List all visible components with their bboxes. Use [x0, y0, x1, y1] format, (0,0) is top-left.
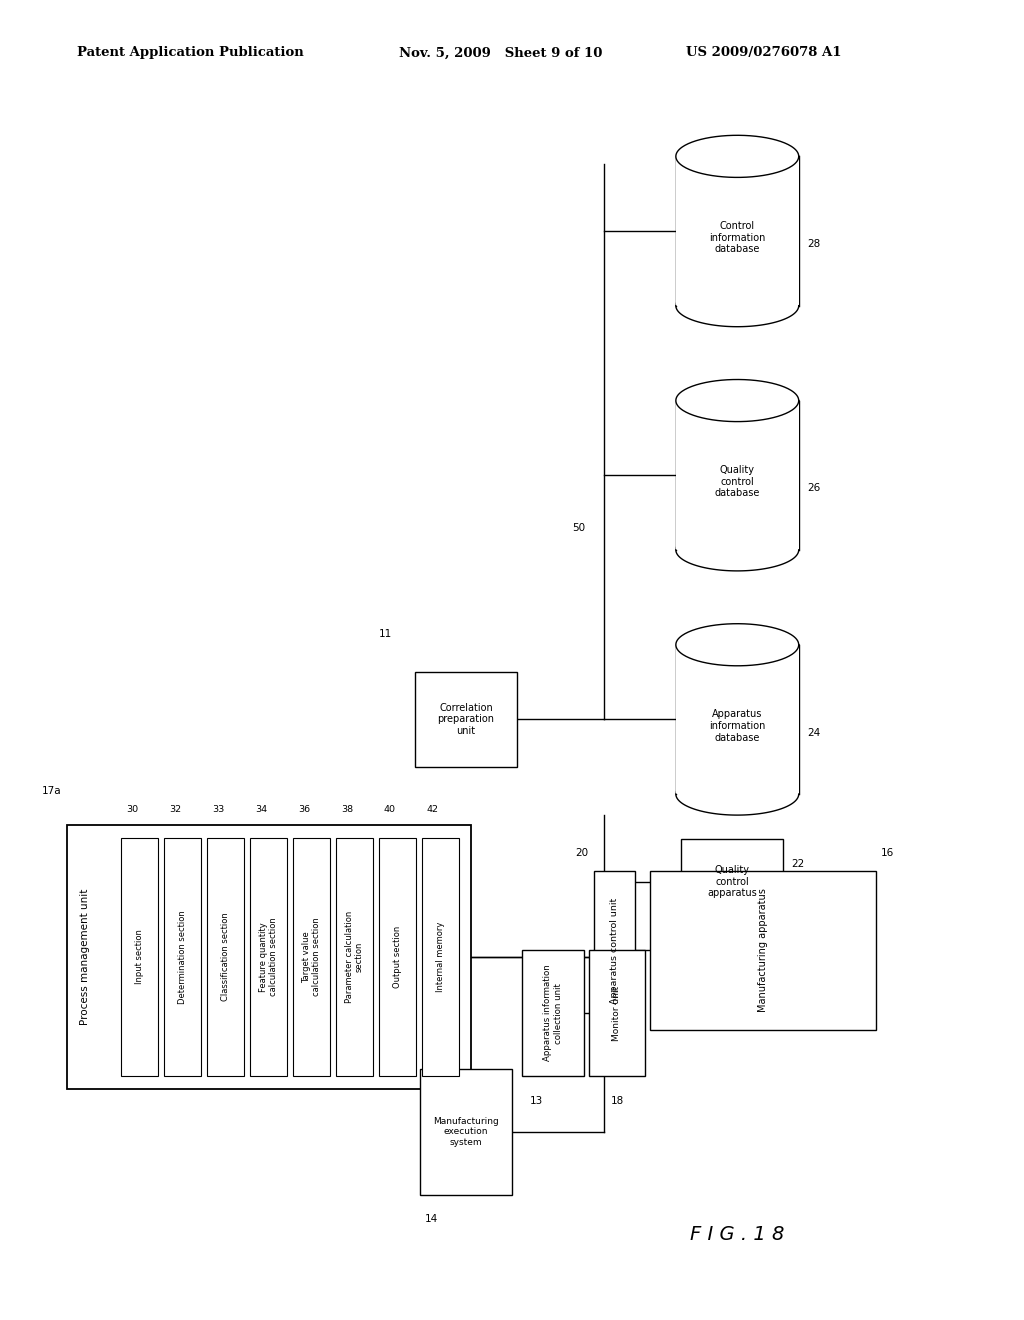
Text: Patent Application Publication: Patent Application Publication — [77, 46, 303, 59]
Text: 40: 40 — [384, 805, 396, 814]
Text: 34: 34 — [255, 805, 267, 814]
Polygon shape — [676, 400, 799, 550]
FancyBboxPatch shape — [420, 1069, 512, 1195]
Polygon shape — [676, 644, 799, 795]
Text: Feature quantity
calculation section: Feature quantity calculation section — [259, 917, 278, 997]
Text: Target value
calculation section: Target value calculation section — [302, 917, 321, 997]
Text: 22: 22 — [792, 858, 805, 869]
Text: Classification section: Classification section — [221, 912, 229, 1002]
Polygon shape — [676, 380, 799, 421]
Text: 11: 11 — [379, 628, 392, 639]
Text: Input section: Input section — [135, 929, 143, 985]
Polygon shape — [676, 136, 799, 177]
Text: 26: 26 — [807, 483, 820, 494]
Text: 13: 13 — [529, 1096, 543, 1106]
Text: Internal memory: Internal memory — [436, 921, 444, 993]
Text: 18: 18 — [610, 1096, 624, 1106]
Text: 28: 28 — [807, 239, 820, 249]
Text: 17a: 17a — [42, 785, 61, 796]
Text: 30: 30 — [126, 805, 138, 814]
FancyBboxPatch shape — [379, 838, 416, 1076]
Text: 38: 38 — [341, 805, 353, 814]
Text: Apparatus
information
database: Apparatus information database — [709, 709, 766, 743]
Text: Quality
control
apparatus: Quality control apparatus — [708, 865, 757, 899]
FancyBboxPatch shape — [164, 838, 201, 1076]
Text: 50: 50 — [572, 523, 586, 533]
FancyBboxPatch shape — [207, 838, 244, 1076]
Text: US 2009/0276078 A1: US 2009/0276078 A1 — [686, 46, 842, 59]
Text: F I G . 1 8: F I G . 1 8 — [690, 1225, 784, 1243]
Text: Manufacturing apparatus: Manufacturing apparatus — [758, 888, 768, 1012]
Polygon shape — [676, 156, 799, 306]
Text: Monitor unit: Monitor unit — [612, 986, 622, 1040]
Text: Apparatus information
collection unit: Apparatus information collection unit — [544, 965, 562, 1061]
FancyBboxPatch shape — [67, 825, 471, 1089]
Text: 42: 42 — [427, 805, 439, 814]
Text: Quality
control
database: Quality control database — [715, 465, 760, 499]
Text: Correlation
preparation
unit: Correlation preparation unit — [437, 702, 495, 737]
FancyBboxPatch shape — [422, 838, 459, 1076]
FancyBboxPatch shape — [250, 838, 287, 1076]
FancyBboxPatch shape — [594, 871, 635, 1030]
FancyBboxPatch shape — [589, 950, 645, 1076]
Polygon shape — [676, 624, 799, 665]
Text: 33: 33 — [212, 805, 224, 814]
FancyBboxPatch shape — [121, 838, 158, 1076]
Text: Manufacturing
execution
system: Manufacturing execution system — [433, 1117, 499, 1147]
Text: 14: 14 — [425, 1214, 438, 1225]
Text: Apparatus control unit: Apparatus control unit — [610, 898, 618, 1003]
Text: Output section: Output section — [393, 925, 401, 989]
Text: Determination section: Determination section — [178, 909, 186, 1005]
Text: Nov. 5, 2009   Sheet 9 of 10: Nov. 5, 2009 Sheet 9 of 10 — [399, 46, 603, 59]
Text: 36: 36 — [298, 805, 310, 814]
Text: Control
information
database: Control information database — [709, 220, 766, 255]
Text: 32: 32 — [169, 805, 181, 814]
Text: 20: 20 — [575, 847, 589, 858]
FancyBboxPatch shape — [293, 838, 330, 1076]
FancyBboxPatch shape — [650, 871, 876, 1030]
Text: Process management unit: Process management unit — [80, 888, 90, 1026]
FancyBboxPatch shape — [336, 838, 373, 1076]
FancyBboxPatch shape — [415, 672, 517, 767]
Text: Parameter calculation
section: Parameter calculation section — [345, 911, 364, 1003]
Text: 16: 16 — [881, 847, 894, 858]
FancyBboxPatch shape — [522, 950, 584, 1076]
Text: 24: 24 — [807, 727, 820, 738]
FancyBboxPatch shape — [681, 840, 783, 924]
